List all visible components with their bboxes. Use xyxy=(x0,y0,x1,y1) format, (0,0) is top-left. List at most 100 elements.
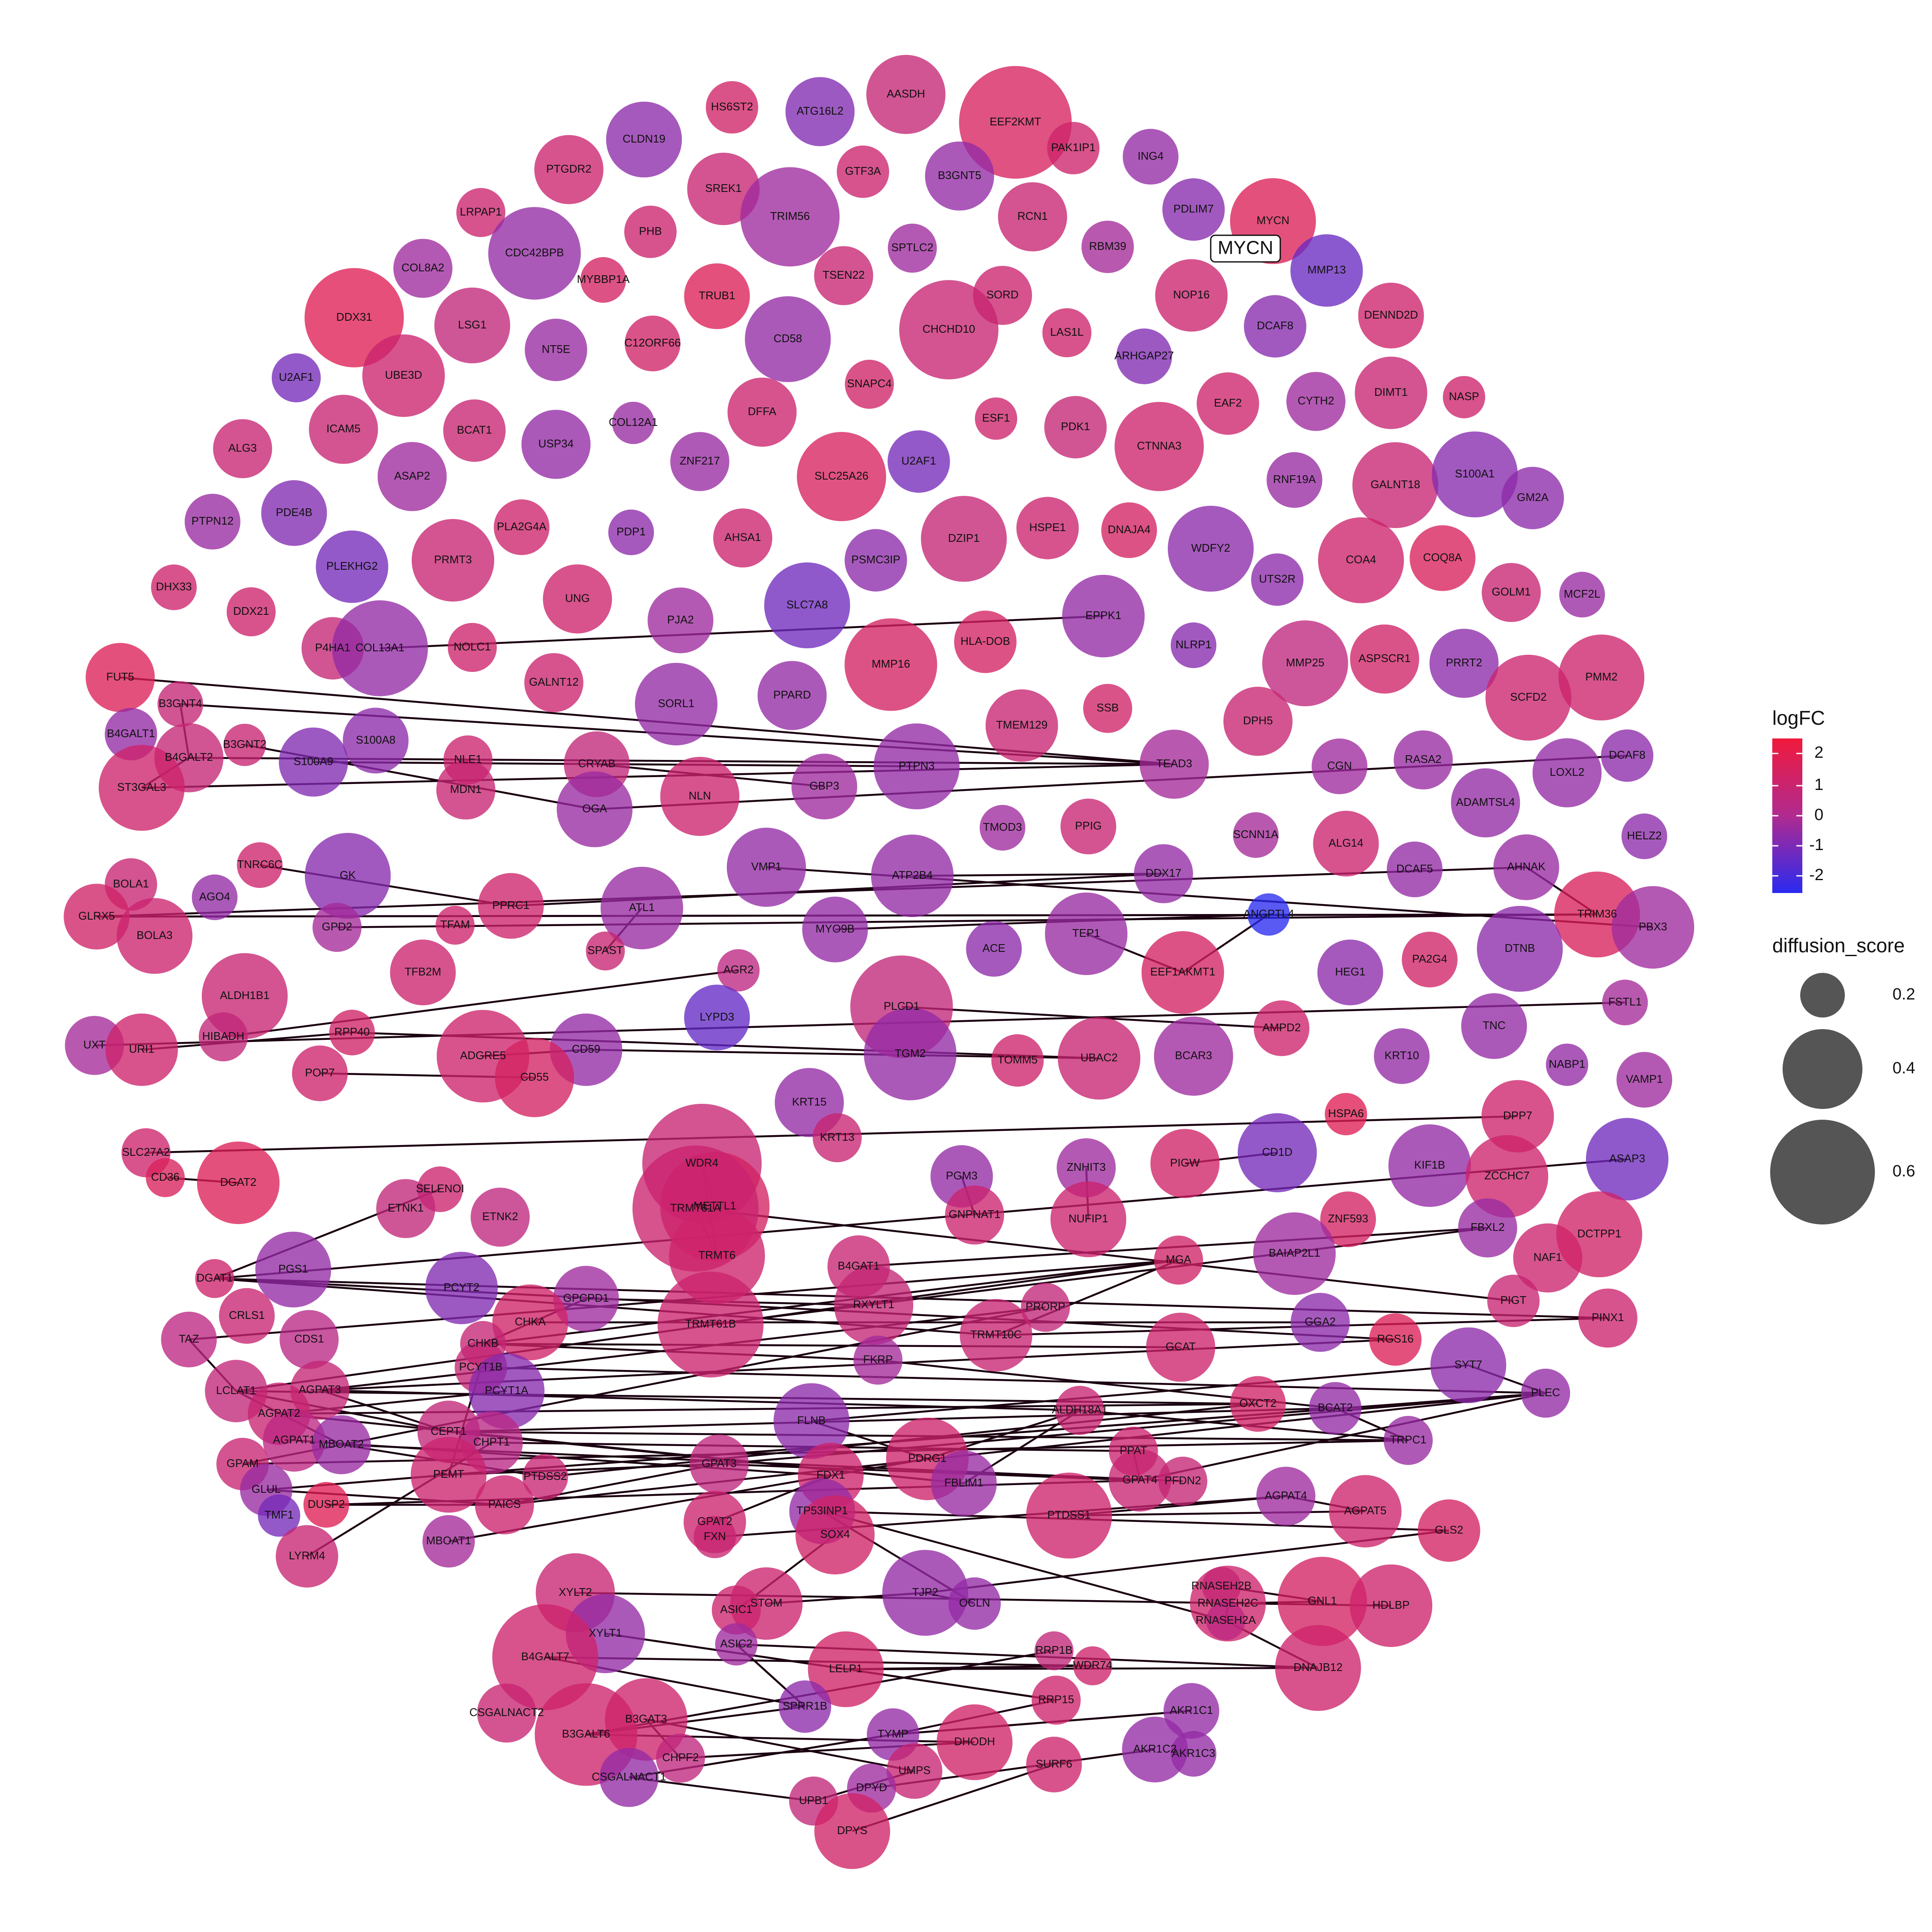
node-rpp40[interactable] xyxy=(329,1009,375,1056)
node-flnb[interactable] xyxy=(773,1383,850,1459)
node-dcaf8[interactable] xyxy=(1601,729,1653,782)
node-dph5[interactable] xyxy=(1223,687,1293,756)
node-krt13[interactable] xyxy=(812,1113,862,1163)
node-lelp1[interactable] xyxy=(808,1631,884,1707)
node-mmp16[interactable] xyxy=(844,618,937,711)
node-pgs1[interactable] xyxy=(255,1231,331,1308)
node-nt5e[interactable] xyxy=(525,319,587,381)
node-tsen22[interactable] xyxy=(814,246,873,305)
node-agpat1[interactable] xyxy=(263,1409,325,1472)
node-ampd2[interactable] xyxy=(1254,1000,1309,1056)
node-bcat1[interactable] xyxy=(443,399,506,462)
node-alg14[interactable] xyxy=(1313,811,1379,877)
node-chchd10[interactable] xyxy=(899,280,999,380)
node-taz[interactable] xyxy=(161,1312,217,1367)
node-syt7[interactable] xyxy=(1430,1327,1507,1403)
node-rbm39[interactable] xyxy=(1081,221,1134,273)
node-tead3[interactable] xyxy=(1139,729,1209,799)
node-gcat[interactable] xyxy=(1146,1312,1215,1382)
node-gpat3[interactable] xyxy=(690,1434,749,1494)
node-rrp1b[interactable] xyxy=(1034,1631,1074,1671)
node-fstl1[interactable] xyxy=(1602,979,1648,1026)
node-plekhg2[interactable] xyxy=(316,530,389,603)
node-gm2a[interactable] xyxy=(1501,467,1564,529)
node-heg1[interactable] xyxy=(1317,939,1383,1005)
node-ubac2[interactable] xyxy=(1057,1017,1141,1100)
node-ago4[interactable] xyxy=(191,874,238,920)
node-dffa[interactable] xyxy=(727,377,797,447)
node-csgalnact1[interactable] xyxy=(599,1748,659,1807)
node-tep1[interactable] xyxy=(1045,892,1128,975)
node-agpat4[interactable] xyxy=(1256,1467,1315,1526)
node-nlrp1[interactable] xyxy=(1170,622,1217,668)
node-vmp1[interactable] xyxy=(726,827,806,907)
node-fbxl2[interactable] xyxy=(1458,1198,1517,1258)
node-rrp15[interactable] xyxy=(1031,1675,1081,1725)
node-fut5[interactable] xyxy=(85,643,155,712)
node-trmt61b[interactable] xyxy=(657,1271,764,1378)
node-asic2[interactable] xyxy=(715,1623,758,1666)
node-pbx3[interactable] xyxy=(1611,886,1695,969)
node-uri1[interactable] xyxy=(105,1013,178,1086)
node-tmod3[interactable] xyxy=(979,805,1026,851)
node-icam5[interactable] xyxy=(309,395,378,464)
node-cd1d[interactable] xyxy=(1237,1113,1317,1193)
node-dgat2[interactable] xyxy=(197,1141,280,1224)
node-u2af1[interactable] xyxy=(887,430,950,493)
node-gpd2[interactable] xyxy=(312,902,362,952)
node-mybbp1a[interactable] xyxy=(580,257,626,303)
node-pak1ip1[interactable] xyxy=(1047,122,1100,174)
node-nop16[interactable] xyxy=(1155,259,1228,332)
node-cdc42bpb[interactable] xyxy=(488,207,581,300)
node-pdk1[interactable] xyxy=(1044,396,1107,459)
node-gpat4[interactable] xyxy=(1109,1449,1171,1512)
node-golm1[interactable] xyxy=(1482,563,1541,622)
node-ctnna3[interactable] xyxy=(1115,402,1204,491)
node-dnajb12[interactable] xyxy=(1275,1625,1361,1711)
node-mboat1[interactable] xyxy=(422,1515,475,1567)
node-b3gnt2[interactable] xyxy=(223,723,266,766)
node-aldh18a1[interactable] xyxy=(1055,1385,1105,1435)
node-pcyt1a[interactable] xyxy=(468,1353,545,1429)
node-tnc[interactable] xyxy=(1461,993,1527,1059)
node-ahsa1[interactable] xyxy=(713,508,772,568)
node-helz2[interactable] xyxy=(1621,813,1668,860)
node-zcchc7[interactable] xyxy=(1465,1135,1549,1218)
node-rnaseh2b[interactable] xyxy=(1202,1567,1241,1606)
node-mboat2[interactable] xyxy=(312,1415,371,1474)
node-bola3[interactable] xyxy=(116,898,193,974)
node-atl1[interactable] xyxy=(600,866,683,950)
node-surf6[interactable] xyxy=(1026,1737,1082,1792)
node-trim56[interactable] xyxy=(740,167,840,267)
node-mmp13[interactable] xyxy=(1290,234,1363,307)
node-ocln[interactable] xyxy=(948,1577,1001,1630)
node-baiap2l1[interactable] xyxy=(1253,1212,1336,1295)
node-hibadh[interactable] xyxy=(198,1012,248,1062)
node-sptlc2[interactable] xyxy=(887,223,937,273)
node-alg3[interactable] xyxy=(213,419,272,478)
node-hdlbp[interactable] xyxy=(1349,1564,1433,1647)
node-pdp1[interactable] xyxy=(608,509,654,556)
node-ptdss2[interactable] xyxy=(522,1454,568,1500)
node-mcf2l[interactable] xyxy=(1559,571,1605,618)
node-spast[interactable] xyxy=(586,931,625,971)
node-eef1akmt1[interactable] xyxy=(1141,931,1224,1014)
node-col13a1[interactable] xyxy=(332,600,428,696)
node-pfdn2[interactable] xyxy=(1158,1456,1208,1506)
node-cd36[interactable] xyxy=(146,1158,185,1197)
node-mga[interactable] xyxy=(1154,1235,1203,1285)
node-gk[interactable] xyxy=(305,833,391,919)
node-coq8a[interactable] xyxy=(1410,525,1476,591)
node-rasa2[interactable] xyxy=(1394,730,1453,790)
node-ppig[interactable] xyxy=(1060,799,1116,854)
node-rnf19a[interactable] xyxy=(1267,452,1322,508)
node-lypd3[interactable] xyxy=(684,984,750,1051)
node-myo9b[interactable] xyxy=(802,896,868,963)
node-dgat1[interactable] xyxy=(195,1259,234,1298)
node-hspa6[interactable] xyxy=(1324,1093,1367,1136)
node-b4galt7[interactable] xyxy=(492,1604,598,1710)
node-wdfy2[interactable] xyxy=(1168,506,1254,592)
node-hla-dob[interactable] xyxy=(954,611,1017,673)
node-dcaf8[interactable] xyxy=(1244,295,1306,358)
node-pla2g4a[interactable] xyxy=(494,499,550,555)
